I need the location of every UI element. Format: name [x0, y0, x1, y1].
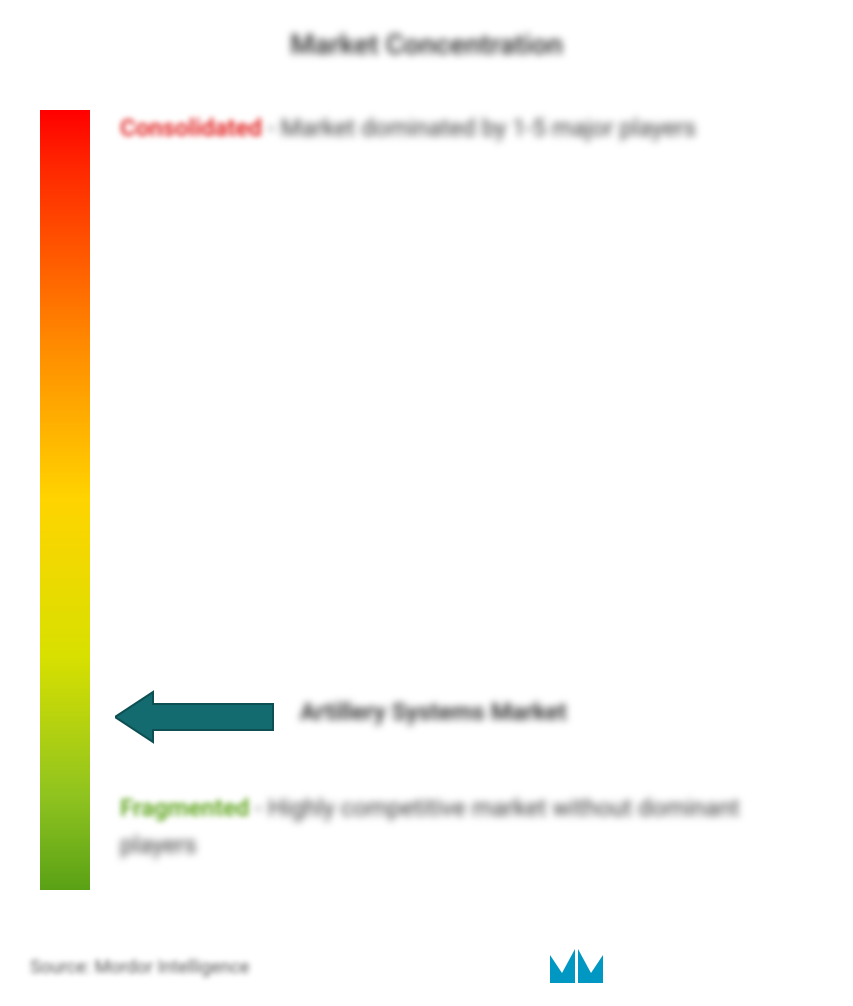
concentration-gradient-bar	[40, 110, 90, 890]
mordor-logo-icon	[548, 943, 603, 988]
market-name-label: Artillery Systems Market	[300, 698, 567, 726]
marker-arrow	[115, 690, 275, 745]
page-title: Market Concentration	[0, 0, 853, 61]
consolidated-highlight: Consolidated	[120, 114, 262, 142]
fragmented-label: Fragmented - Highly competitive market w…	[120, 790, 770, 864]
fragmented-highlight: Fragmented	[120, 794, 249, 822]
source-attribution: Source: Mordor Intelligence	[30, 957, 249, 978]
consolidated-description: - Market dominated by 1-5 major players	[268, 114, 696, 142]
infographic-container: Market Concentration Consolidated - Mark…	[0, 0, 853, 1006]
consolidated-label: Consolidated - Market dominated by 1-5 m…	[120, 110, 740, 147]
